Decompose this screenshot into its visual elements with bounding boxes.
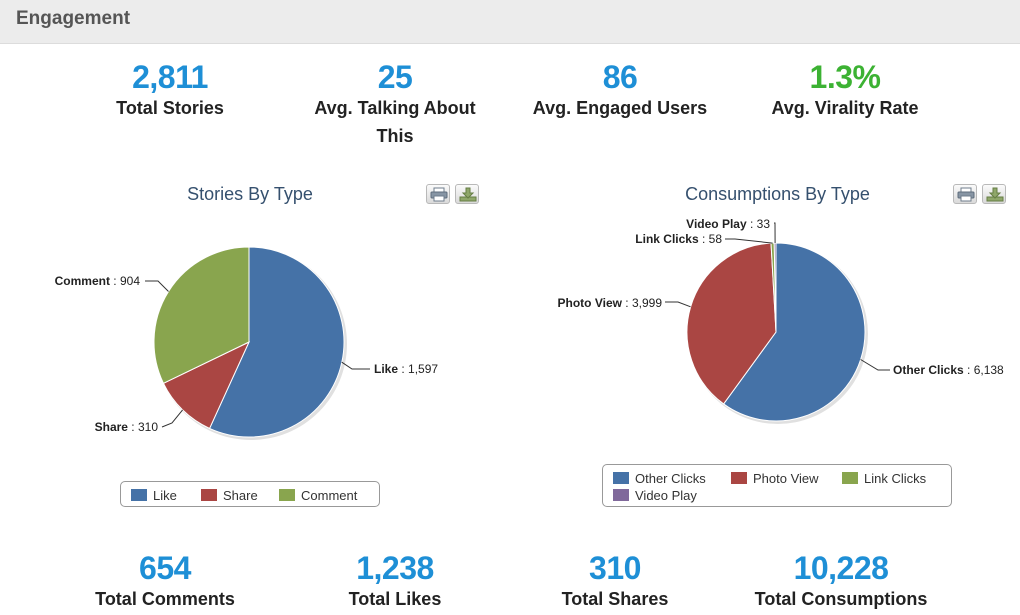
legend-swatch	[131, 489, 147, 501]
stat-total-shares: 310 Total Shares	[520, 551, 710, 613]
stat-value: 10,228	[793, 550, 889, 586]
pie-slice-share[interactable]	[162, 340, 251, 430]
stat-label: Total Stories	[116, 98, 224, 118]
legend-swatch	[731, 472, 747, 484]
stat-label: Total Likes	[348, 589, 442, 609]
connector-video-play	[774, 222, 776, 244]
connector-share	[161, 409, 183, 428]
legend-label: Link Clicks	[864, 471, 927, 486]
stat-label: Total Consumptions	[754, 589, 928, 609]
legend-label: Other Clicks	[635, 471, 706, 486]
stat-value: 2,811	[132, 59, 208, 95]
legend-item-like[interactable]: Like	[131, 488, 177, 503]
data-label-link-clicks: Link Clicks : 58	[635, 232, 722, 246]
stat-value: 86	[602, 59, 638, 95]
legend-item-video-play[interactable]: Video Play	[613, 488, 697, 503]
print-icon	[957, 187, 975, 202]
legend-swatch	[842, 472, 858, 484]
stat-label: Avg. Virality Rate	[771, 98, 919, 118]
legend-swatch	[279, 489, 295, 501]
legend-item-other-clicks[interactable]: Other Clicks	[613, 471, 706, 486]
download-button[interactable]	[982, 184, 1006, 204]
pie-slice-video-play[interactable]	[773, 242, 777, 333]
legend-label: Photo View	[753, 471, 819, 486]
stat-value: 654	[139, 550, 191, 586]
print-button[interactable]	[426, 184, 450, 204]
download-button[interactable]	[455, 184, 479, 204]
connector-like	[341, 361, 370, 370]
legend-stories: Like Share Comment	[120, 481, 380, 507]
stat-avg-talking-about: 25 Avg. Talking About This	[300, 60, 490, 150]
legend-label: Comment	[301, 488, 358, 503]
section-header: Engagement	[0, 0, 1020, 44]
connector-other-clicks	[860, 359, 890, 371]
legend-swatch	[613, 472, 629, 484]
legend-item-comment[interactable]: Comment	[279, 488, 357, 503]
chart-title-stories: Stories By Type	[187, 184, 313, 204]
section-title: Engagement	[16, 8, 131, 29]
legend-label: Like	[153, 488, 177, 503]
connector-photo-view	[665, 301, 691, 308]
data-label-video-play: Video Play : 33	[686, 217, 770, 231]
chart-title-consumptions: Consumptions By Type	[685, 184, 870, 204]
legend-label: Video Play	[635, 488, 697, 503]
legend-consumptions: Other Clicks Photo View Link Clicks Vide…	[602, 464, 952, 507]
pie-slice-other-clicks[interactable]	[722, 242, 866, 422]
stat-total-stories: 2,811 Total Stories	[80, 60, 260, 122]
legend-item-share[interactable]: Share	[201, 488, 258, 503]
stat-total-consumptions: 10,228 Total Consumptions	[736, 551, 946, 613]
data-label-photo-view: Photo View : 3,999	[558, 296, 663, 310]
connector-link-clicks	[725, 238, 773, 244]
pie-chart-stories: Like : 1,597 Share : 310 Comment : 904	[55, 246, 438, 440]
legend-item-photo-view[interactable]: Photo View	[731, 471, 819, 486]
stat-value: 310	[589, 550, 641, 586]
stat-label: Avg. Engaged Users	[532, 98, 708, 118]
stat-label: Total Shares	[561, 589, 669, 609]
legend-swatch	[201, 489, 217, 501]
data-label-other-clicks: Other Clicks : 6,138	[893, 363, 1004, 377]
pie-chart-consumptions: Other Clicks : 6,138 Photo View : 3,999 Li…	[558, 217, 1004, 424]
stat-label: Avg. Talking About This	[314, 98, 476, 146]
stat-value: 1.3%	[809, 59, 881, 95]
stat-label: Total Comments	[95, 589, 235, 609]
download-icon	[459, 187, 477, 202]
stat-total-comments: 654 Total Comments	[70, 551, 260, 613]
download-icon	[986, 187, 1004, 202]
stat-value: 25	[377, 59, 413, 95]
legend-label: Share	[223, 488, 258, 503]
stat-value: 1,238	[356, 550, 434, 586]
print-icon	[430, 187, 448, 202]
stat-avg-engaged-users: 86 Avg. Engaged Users	[510, 60, 730, 122]
pie-slice-comment[interactable]	[153, 246, 250, 384]
legend-swatch	[613, 489, 629, 501]
legend-item-link-clicks[interactable]: Link Clicks	[842, 471, 926, 486]
data-label-comment: Comment : 904	[55, 274, 141, 288]
stat-total-likes: 1,238 Total Likes	[300, 551, 490, 613]
data-label-share: Share : 310	[95, 420, 159, 434]
pie-slice-photo-view[interactable]	[686, 242, 777, 405]
data-label-like: Like : 1,597	[374, 362, 438, 376]
connector-comment	[145, 280, 169, 292]
print-button[interactable]	[953, 184, 977, 204]
stat-avg-virality-rate: 1.3% Avg. Virality Rate	[750, 60, 940, 122]
